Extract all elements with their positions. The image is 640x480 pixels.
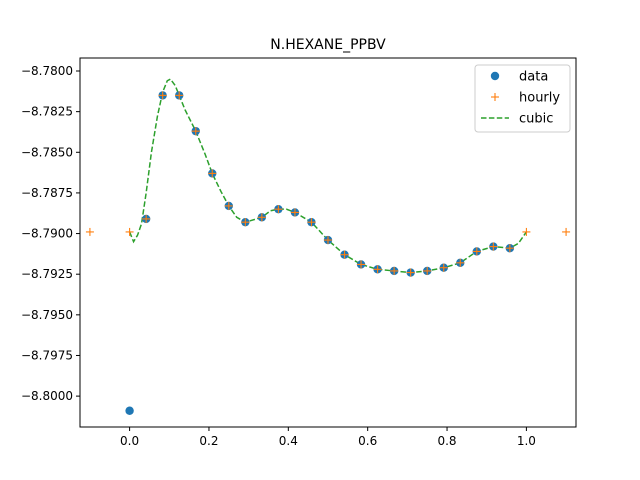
legend-label: data: [519, 70, 548, 85]
y-tick-label: −8.7950: [21, 308, 73, 322]
legend-marker-data: [490, 71, 500, 81]
hourly-point: [373, 265, 382, 274]
hourly-point: [390, 266, 399, 275]
hourly-point: [290, 208, 299, 217]
hourly-point: [274, 205, 283, 214]
hourly-point: [562, 227, 571, 236]
x-tick-label: 0.4: [279, 434, 298, 448]
cubic-series-line: [128, 78, 528, 274]
y-tick-label: −8.7975: [21, 348, 73, 362]
hourly-point: [472, 247, 481, 256]
hourly-point: [505, 244, 514, 253]
hourly-point: [125, 227, 134, 236]
y-tick-label: −8.7800: [21, 64, 73, 78]
x-tick-label: 1.0: [517, 434, 536, 448]
legend-label: cubic: [519, 112, 553, 127]
hourly-point: [522, 227, 531, 236]
y-tick-label: −8.7850: [21, 145, 73, 159]
hourly-point: [406, 268, 415, 277]
hourly-point: [324, 236, 332, 245]
y-tick-label: −8.8000: [21, 389, 73, 403]
x-tick-label: 0.8: [437, 434, 456, 448]
x-tick-label: 0.6: [358, 434, 377, 448]
hourly-point: [158, 91, 167, 100]
hourly-point: [208, 169, 217, 178]
y-tick-label: −8.7900: [21, 227, 73, 241]
hourly-point: [489, 242, 498, 251]
hourly-point: [241, 218, 250, 227]
series-layer: [85, 78, 571, 415]
hourly-point: [191, 127, 200, 136]
hourly-point: [456, 258, 465, 267]
plot-area-frame: [79, 57, 577, 428]
hourly-point: [175, 91, 184, 100]
hourly-point: [224, 201, 233, 210]
hourly-point: [142, 214, 151, 223]
x-tick-label: 0.2: [199, 434, 218, 448]
legend: data hourly cubic: [474, 64, 571, 133]
legend-label: hourly: [519, 91, 560, 106]
hourly-point: [439, 263, 448, 272]
hourly-point: [423, 266, 432, 275]
x-tick-label: 0.0: [120, 434, 139, 448]
chart-title: N.HEXANE_PPBV: [270, 37, 386, 53]
hourly-point: [340, 250, 349, 259]
hourly-point: [257, 213, 266, 222]
legend-box: [474, 64, 571, 133]
hourly-point: [307, 218, 316, 227]
y-axis: −8.7800 −8.7825 −8.7850 −8.7875 −8.7900 −8.79…: [21, 64, 80, 403]
hourly-point: [357, 260, 366, 269]
y-tick-label: −8.7825: [21, 105, 73, 119]
data-point: [125, 406, 134, 415]
hourly-point: [85, 227, 94, 236]
x-axis: 0.0 0.2 0.4 0.6 0.8 1.0: [120, 427, 536, 448]
y-tick-label: −8.7925: [21, 267, 73, 281]
y-tick-label: −8.7875: [21, 186, 73, 200]
